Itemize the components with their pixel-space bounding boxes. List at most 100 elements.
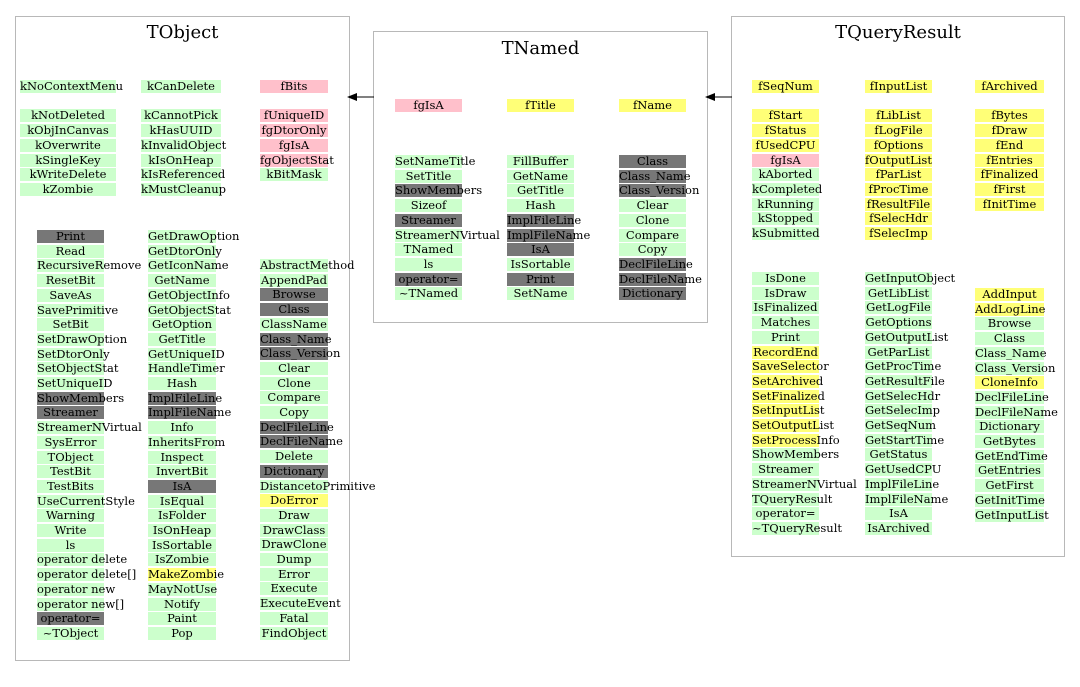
member-tobject-testbits: TestBits [37,479,104,493]
member-tqueryresult-print: Print [752,330,819,344]
member-tobject-getoption: GetOption [148,318,216,332]
member-tnamed-ftitle: fTitle [507,99,574,112]
member-tobject-testbit: TestBit [37,465,104,479]
member-tnamed-settitle: SetTitle [395,169,462,183]
member-tqueryresult-fstatus: fStatus [752,124,819,138]
member-tnamed-tnamed: TNamed [395,243,462,257]
member-tobject-draw: Draw [260,508,328,522]
member-tobject-invertbit: InvertBit [148,465,216,479]
member-tqueryresult-isfinalized: IsFinalized [752,300,819,315]
member-tqueryresult-fliblist: fLibList [865,109,932,123]
member-tqueryresult-getusedcpu: GetUsedCPU [865,462,942,477]
member-tqueryresult-getselechdr: GetSelecHdr [865,388,941,403]
member-tnamed-implfileline: ImplFileLine [507,212,582,227]
member-tnamed-clone: Clone [619,213,686,227]
member-tobject-ksinglekey: kSingleKey [20,153,116,167]
member-tqueryresult-dictionary: Dictionary [975,420,1044,434]
member-tqueryresult-addlogline: AddLogLine [975,301,1046,316]
member-tobject-kobjincanvas: kObjInCanvas [20,124,116,138]
member-tobject-declfileline: DeclFileLine [260,419,334,434]
member-tqueryresult-foptions: fOptions [865,138,932,152]
member-tobject-operator-delete: operator delete [37,552,128,567]
member-tobject-saveprimitive: SavePrimitive [37,302,119,317]
member-tobject-clone: Clone [260,376,328,390]
member-tobject-class: Class [260,303,328,317]
member-tobject-kmustcleanup: kMustCleanup [141,181,226,196]
member-tobject-getobjectstat: GetObjectStat [148,302,231,317]
member-tqueryresult-operator: operator= [752,507,819,521]
member-tnamed-dictionary: Dictionary [619,287,686,301]
member-tobject-info: Info [148,421,216,435]
member-tobject-koverwrite: kOverwrite [20,138,116,152]
member-tobject-getdtoronly: GetDtorOnly [148,243,222,258]
member-tqueryresult-finputlist: fInputList [865,80,932,93]
member-tobject-abstractmethod: AbstractMethod [260,258,355,272]
member-tobject-kisreferenced: kIsReferenced [141,167,226,182]
member-tnamed-clear: Clear [619,199,686,213]
member-tqueryresult-fentries: fEntries [975,153,1044,167]
member-tqueryresult-getselecimp: GetSelecImp [865,403,941,418]
member-tnamed-declfileline: DeclFileLine [619,256,693,271]
member-tobject-declfilename: DeclFileName [260,434,343,449]
member-tobject-setbit: SetBit [37,318,104,332]
member-tobject-inheritsfrom: InheritsFrom [148,434,226,449]
member-tqueryresult-showmembers: ShowMembers [752,447,840,462]
inheritance-arrow-tqueryresult-to-tnamed [705,93,732,101]
member-tqueryresult-streamer: Streamer [752,463,819,477]
member-tobject-streamernvirtual: StreamerNVirtual [37,420,142,435]
member-tobject-fgdtoronly: fgDtorOnly [260,123,328,138]
member-tqueryresult-getproctime: GetProcTime [865,359,942,374]
member-tqueryresult-ffinalized: fFinalized [975,168,1044,182]
member-tqueryresult-fend: fEnd [975,138,1044,152]
member-tqueryresult-getendtime: GetEndTime [975,448,1048,463]
member-tobject-iszombie: IsZombie [148,553,216,567]
member-tobject-print: Print [37,230,104,243]
member-tqueryresult-getentries: GetEntries [975,464,1044,478]
member-tobject-drawclone: DrawClone [260,537,328,552]
member-tqueryresult-getstarttime: GetStartTime [865,432,945,447]
member-tobject-hash: Hash [148,377,216,390]
member-tobject-knocontextmenu: kNoContextMenu [20,79,124,93]
member-tnamed-implfilename: ImplFileName [507,227,591,242]
member-tnamed-sizeof: Sizeof [395,199,462,213]
member-tobject-isonheap: IsOnHeap [148,524,216,537]
member-tqueryresult-fselecimp: fSelecImp [865,227,932,240]
member-tobject-isfolder: IsFolder [148,509,216,523]
member-tnamed-showmembers: ShowMembers [395,183,483,198]
member-tobject-execute: Execute [260,582,328,596]
member-tobject-isa: IsA [148,479,216,493]
member-tnamed-copy: Copy [619,243,686,257]
member-tqueryresult-getinittime: GetInitTime [975,492,1045,507]
member-tnamed-streamer: Streamer [395,213,462,227]
member-tobject-kzombie: kZombie [20,182,116,196]
member-tqueryresult-recordend: RecordEnd [752,344,819,359]
member-tqueryresult-fgisa: fgIsA [752,153,819,167]
member-tobject-drawclass: DrawClass [260,523,328,537]
member-tobject-ls: ls [37,538,104,552]
member-tqueryresult-krunning: kRunning [752,197,819,211]
member-tqueryresult-class: Class [975,332,1044,346]
member-tobject-class-name: Class_Name [260,331,332,346]
member-tqueryresult-foutputlist: fOutputList [865,152,932,167]
member-tobject-pop: Pop [148,626,216,640]
member-tqueryresult-fbytes: fBytes [975,109,1044,123]
member-tqueryresult-tqueryresult: TQueryResult [752,491,833,506]
member-tobject-error: Error [260,567,328,581]
member-tobject-maynotuse: MayNotUse [148,581,218,596]
member-tnamed-print: Print [507,272,574,286]
member-tobject-clear: Clear [260,361,328,375]
member-tqueryresult-getparlist: GetParList [865,345,932,359]
member-tqueryresult-implfilename: ImplFileName [865,491,949,506]
member-tnamed-operator: operator= [395,272,462,286]
member-tqueryresult-getinputobject: GetInputObject [865,271,956,285]
member-tnamed-getname: GetName [507,169,574,183]
member-tqueryresult-getoptions: GetOptions [865,315,932,330]
member-tnamed-tnamed: ~TNamed [395,287,462,301]
member-tobject-doerror: DoError [260,494,328,508]
member-tobject-delete: Delete [260,450,328,464]
member-tobject-warning: Warning [37,509,104,523]
member-tnamed-setname: SetName [507,287,574,301]
member-tobject-saveas: SaveAs [37,288,104,302]
member-tnamed-fillbuffer: FillBuffer [507,155,574,168]
member-tobject-compare: Compare [260,391,328,405]
